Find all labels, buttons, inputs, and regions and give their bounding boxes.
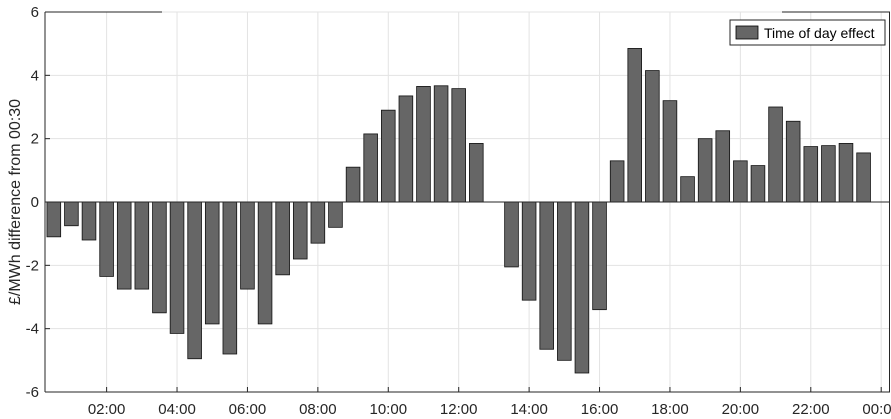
- legend-swatch: [735, 25, 759, 40]
- x-tick-label: 20:00: [722, 401, 760, 418]
- x-tick-labels: 02:00 04:00 06:00 08:00 10:00 12:00 14:00 16:00…: [88, 401, 891, 418]
- bar-series: [46, 48, 871, 374]
- bar: [557, 201, 572, 361]
- x-tick-label: 06:00: [229, 401, 267, 418]
- bar: [187, 201, 202, 360]
- bar: [733, 160, 748, 203]
- bar: [662, 100, 678, 203]
- bar: [99, 201, 114, 277]
- x-tick-label: 22:00: [792, 401, 830, 418]
- bar: [627, 48, 642, 203]
- bar: [328, 201, 343, 228]
- x-tick-label: 10:00: [370, 401, 408, 418]
- bar: [345, 166, 361, 203]
- bar: [697, 138, 713, 203]
- y-tick-label: -4: [26, 321, 39, 338]
- bar: [592, 201, 607, 311]
- bar: [46, 201, 62, 238]
- y-axis-label: £/MWh difference from 00:30: [7, 99, 24, 305]
- legend: Time of day effect: [729, 19, 886, 46]
- bar: [521, 201, 537, 301]
- y-tick-labels: -6 -4 -2 0 2 4 6: [26, 4, 39, 401]
- bar: [609, 160, 625, 203]
- x-tick-label: 18:00: [651, 401, 689, 418]
- bar: [204, 201, 220, 325]
- bar: [275, 201, 290, 276]
- bar: [504, 201, 519, 268]
- bar: [257, 201, 273, 325]
- bar: [785, 120, 801, 203]
- bar: [416, 86, 431, 203]
- bar: [433, 85, 449, 203]
- legend-label: Time of day effect: [764, 25, 875, 41]
- bar: [240, 201, 255, 290]
- bar: [398, 95, 414, 203]
- x-tick-label: 08:00: [299, 401, 337, 418]
- bar: [292, 201, 308, 260]
- bar: [469, 143, 484, 203]
- y-tick-label: -6: [26, 384, 39, 401]
- y-tick-label: -2: [26, 257, 39, 274]
- bar: [680, 176, 695, 203]
- y-tick-label: 0: [31, 194, 39, 211]
- bar: [64, 201, 79, 227]
- x-tick-label: 02:00: [88, 401, 126, 418]
- bar: [768, 106, 783, 203]
- y-tick-label: 6: [31, 4, 39, 21]
- bar: [116, 201, 132, 290]
- x-tick-label: 00:00: [862, 401, 891, 418]
- bar: [169, 201, 185, 334]
- bar: [645, 70, 660, 203]
- bar: [310, 201, 326, 244]
- x-tick-label: 12:00: [440, 401, 478, 418]
- bar: [539, 201, 554, 350]
- x-tick-label: 14:00: [510, 401, 548, 418]
- bar: [222, 201, 238, 355]
- bar: [451, 88, 466, 203]
- x-tick-label: 04:00: [158, 401, 196, 418]
- bar: [803, 146, 819, 203]
- x-tick-label: 16:00: [581, 401, 619, 418]
- axes: [44, 11, 890, 393]
- bar: [856, 152, 871, 203]
- bar: [715, 130, 731, 203]
- bar: [81, 201, 97, 241]
- bar: [152, 201, 167, 314]
- y-tick-label: 4: [31, 67, 39, 84]
- bar: [574, 201, 590, 374]
- bar: [363, 133, 378, 203]
- bar: [134, 201, 150, 290]
- bar: [750, 165, 766, 203]
- bar: [838, 143, 854, 203]
- bar: [821, 145, 836, 203]
- y-tick-label: 2: [31, 131, 39, 148]
- bar: [381, 109, 396, 203]
